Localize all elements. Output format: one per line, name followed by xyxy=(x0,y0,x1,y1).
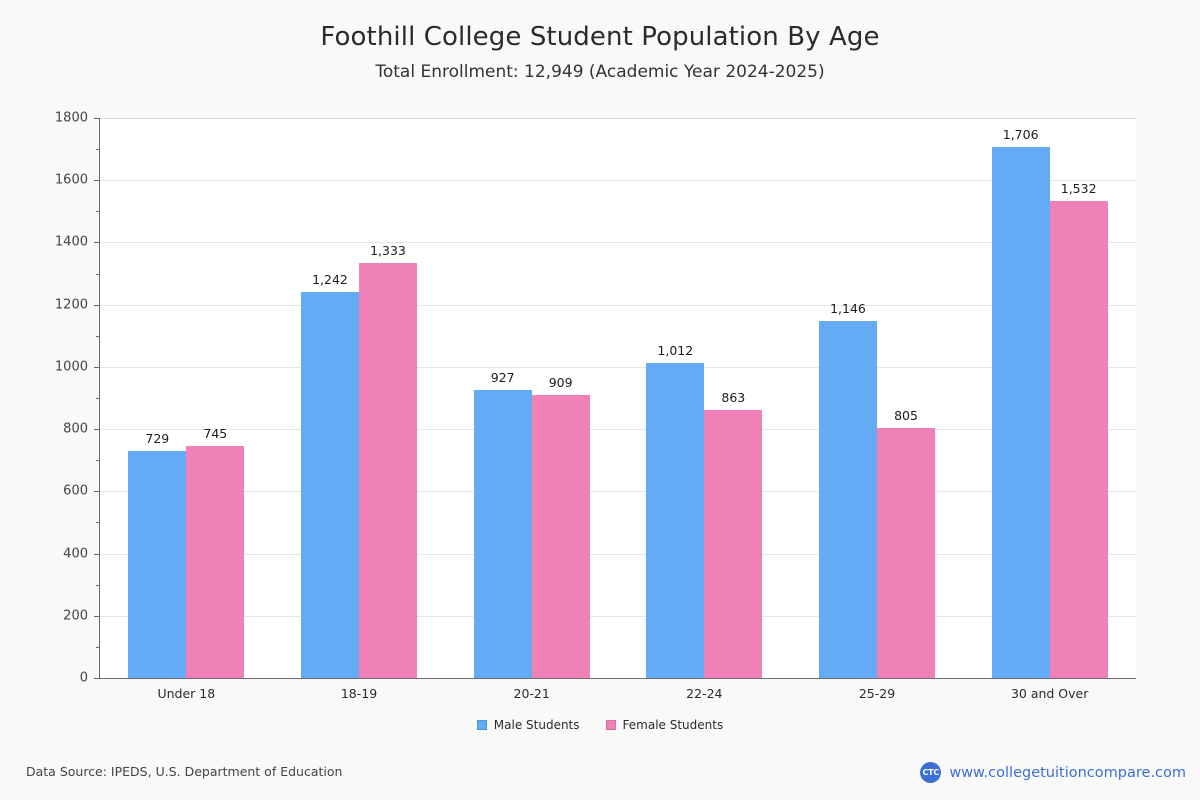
bar-value-label: 745 xyxy=(203,426,228,442)
bar-value-label: 927 xyxy=(490,369,515,385)
legend-swatch-female-icon xyxy=(605,720,616,730)
y-axis-minor-tick xyxy=(96,211,100,213)
y-axis-tick xyxy=(94,304,100,306)
y-axis-tick-label: 0 xyxy=(79,670,88,686)
y-axis-tick xyxy=(94,491,100,493)
gridline xyxy=(100,553,1136,555)
y-axis-tick-label: 1000 xyxy=(54,359,88,375)
gridline xyxy=(100,491,1136,493)
legend-item-male[interactable]: Male Students xyxy=(476,718,580,732)
bar-value-label: 1,146 xyxy=(830,301,866,317)
page-title: Foothill College Student Population By A… xyxy=(320,22,880,52)
y-axis-minor-tick xyxy=(96,149,100,151)
bar-value-label: 863 xyxy=(721,389,746,405)
y-axis-minor-tick xyxy=(96,522,100,524)
chart-legend: Male Students Female Students xyxy=(0,718,1200,732)
x-axis-category-label: 22-24 xyxy=(686,686,723,701)
y-axis-minor-tick xyxy=(96,335,100,337)
legend-label-male: Male Students xyxy=(493,718,580,732)
gridline xyxy=(100,242,1136,244)
gridline xyxy=(100,118,1136,119)
x-axis-category-label: 18-19 xyxy=(340,686,378,701)
bar-value-label: 1,012 xyxy=(657,343,694,359)
y-axis-tick-label: 1200 xyxy=(54,297,88,313)
y-axis-minor-tick xyxy=(96,273,100,275)
y-axis-tick-label: 1400 xyxy=(54,234,88,250)
x-axis-category-label: 20-21 xyxy=(513,686,550,701)
y-axis-tick-label: 200 xyxy=(63,608,88,624)
ctc-logo-icon: CTC xyxy=(920,762,942,783)
bar-male[interactable] xyxy=(473,389,532,678)
gridline xyxy=(100,180,1136,182)
y-axis-tick xyxy=(94,118,100,119)
bar-value-label: 1,532 xyxy=(1060,181,1097,197)
y-axis-tick xyxy=(94,678,100,679)
y-axis-tick xyxy=(94,429,100,431)
bar-value-label: 909 xyxy=(548,375,573,391)
y-axis-tick-label: 1600 xyxy=(54,172,88,188)
x-axis-category-label: 30 and Over xyxy=(1010,686,1089,701)
data-source-note: Data Source: IPEDS, U.S. Department of E… xyxy=(26,764,343,779)
bar-female[interactable] xyxy=(359,263,417,678)
bar-male[interactable] xyxy=(646,363,705,678)
y-axis-tick xyxy=(94,615,100,617)
legend-swatch-male-icon xyxy=(476,720,487,730)
plot-area xyxy=(100,118,1136,678)
bar-value-label: 1,242 xyxy=(312,271,348,287)
y-axis-minor-tick xyxy=(96,460,100,462)
legend-item-female[interactable]: Female Students xyxy=(605,718,724,732)
y-axis-minor-tick xyxy=(96,398,100,399)
bar-male[interactable] xyxy=(301,291,359,678)
bar-female[interactable] xyxy=(1049,201,1108,678)
brand-footer[interactable]: CTC www.collegetuitioncompare.com xyxy=(920,762,1186,783)
bar-female[interactable] xyxy=(877,427,935,678)
bar-male[interactable] xyxy=(819,321,877,678)
gridline xyxy=(100,366,1136,368)
y-axis-tick xyxy=(94,242,100,244)
y-axis-minor-tick xyxy=(96,646,100,648)
x-axis-category-label: Under 18 xyxy=(157,686,216,701)
bar-female[interactable] xyxy=(704,409,763,678)
gridline xyxy=(100,429,1136,431)
bar-value-label: 1,333 xyxy=(370,243,406,259)
bar-value-label: 729 xyxy=(145,431,170,447)
plot-background xyxy=(100,118,1136,678)
y-axis-tick-label: 600 xyxy=(63,483,88,499)
x-axis-category-label: 25-29 xyxy=(858,686,896,701)
y-axis-tick xyxy=(94,553,100,555)
bar-male[interactable] xyxy=(128,451,187,678)
y-axis-tick-label: 800 xyxy=(63,421,88,437)
legend-label-female: Female Students xyxy=(622,718,724,732)
y-axis-tick-label: 1800 xyxy=(54,110,88,126)
bar-value-label: 805 xyxy=(894,407,918,423)
y-axis-tick xyxy=(94,366,100,368)
bar-male[interactable] xyxy=(991,147,1050,678)
gridline xyxy=(100,615,1136,617)
x-axis-line xyxy=(99,678,1136,679)
gridline xyxy=(100,304,1136,306)
bar-value-label: 1,706 xyxy=(1002,127,1039,143)
bar-female[interactable] xyxy=(531,395,590,678)
y-axis-minor-tick xyxy=(96,584,100,586)
y-axis-tick-label: 400 xyxy=(63,546,88,562)
brand-url-link[interactable]: www.collegetuitioncompare.com xyxy=(949,764,1186,781)
y-axis-tick xyxy=(94,180,100,182)
bar-female[interactable] xyxy=(186,446,245,678)
chart-subtitle: Total Enrollment: 12,949 (Academic Year … xyxy=(375,62,825,82)
